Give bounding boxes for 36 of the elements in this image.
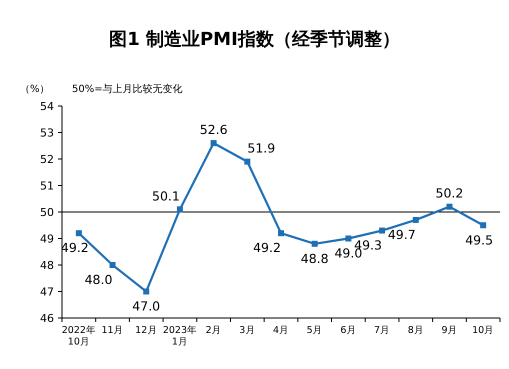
y-tick-label: 49 bbox=[40, 232, 54, 246]
x-tick-label: 7月 bbox=[374, 325, 390, 336]
y-tick-label: 52 bbox=[40, 153, 54, 166]
x-tick-label: 4月 bbox=[272, 325, 290, 336]
x-tick-label: 12月 bbox=[135, 325, 158, 336]
data-label: 48.0 bbox=[84, 272, 112, 287]
y-tick-label: 46 bbox=[40, 312, 54, 325]
x-tick-label: 6月 bbox=[340, 325, 356, 336]
y-axis-title: （%） bbox=[20, 84, 50, 95]
data-label: 49.5 bbox=[465, 232, 494, 248]
data-label: 50.2 bbox=[436, 186, 464, 201]
y-tick-label: 53 bbox=[40, 126, 54, 140]
x-tick-label: 8月 bbox=[408, 325, 424, 336]
data-label: 49.7 bbox=[388, 226, 416, 242]
data-label: 47.0 bbox=[132, 298, 160, 314]
x-tick-label: 2022年 10月 bbox=[62, 324, 96, 348]
x-tick-label: 9月 bbox=[441, 325, 458, 336]
x-tick-label: 2023年 1月 bbox=[162, 324, 198, 348]
x-tick-label: 10月 bbox=[472, 325, 494, 336]
x-tick-label: 3月 bbox=[239, 325, 256, 336]
text: 50%=与上月比较无变化 bbox=[72, 83, 183, 95]
data-label: 49.2 bbox=[60, 240, 89, 256]
data-label: 50.1 bbox=[152, 188, 180, 204]
x-tick-label: 11月 bbox=[101, 325, 124, 336]
data-label: 52.6 bbox=[200, 122, 228, 138]
y-tick-label: 47 bbox=[40, 286, 54, 298]
y-tick-label: 50 bbox=[40, 206, 54, 219]
data-label: 51.9 bbox=[247, 140, 276, 156]
y-tick-label: 51 bbox=[40, 180, 54, 192]
y-tick-label: 48 bbox=[40, 259, 54, 272]
x-tick-label: 2月 bbox=[206, 325, 222, 336]
chart-title: 图1 制造业PMI指数（经季节调整） bbox=[109, 29, 400, 50]
data-label: 49.2 bbox=[253, 240, 281, 256]
x-tick-label: 5月 bbox=[306, 325, 323, 336]
data-label: 48.8 bbox=[300, 250, 329, 266]
y-tick-label: 54 bbox=[40, 100, 54, 113]
